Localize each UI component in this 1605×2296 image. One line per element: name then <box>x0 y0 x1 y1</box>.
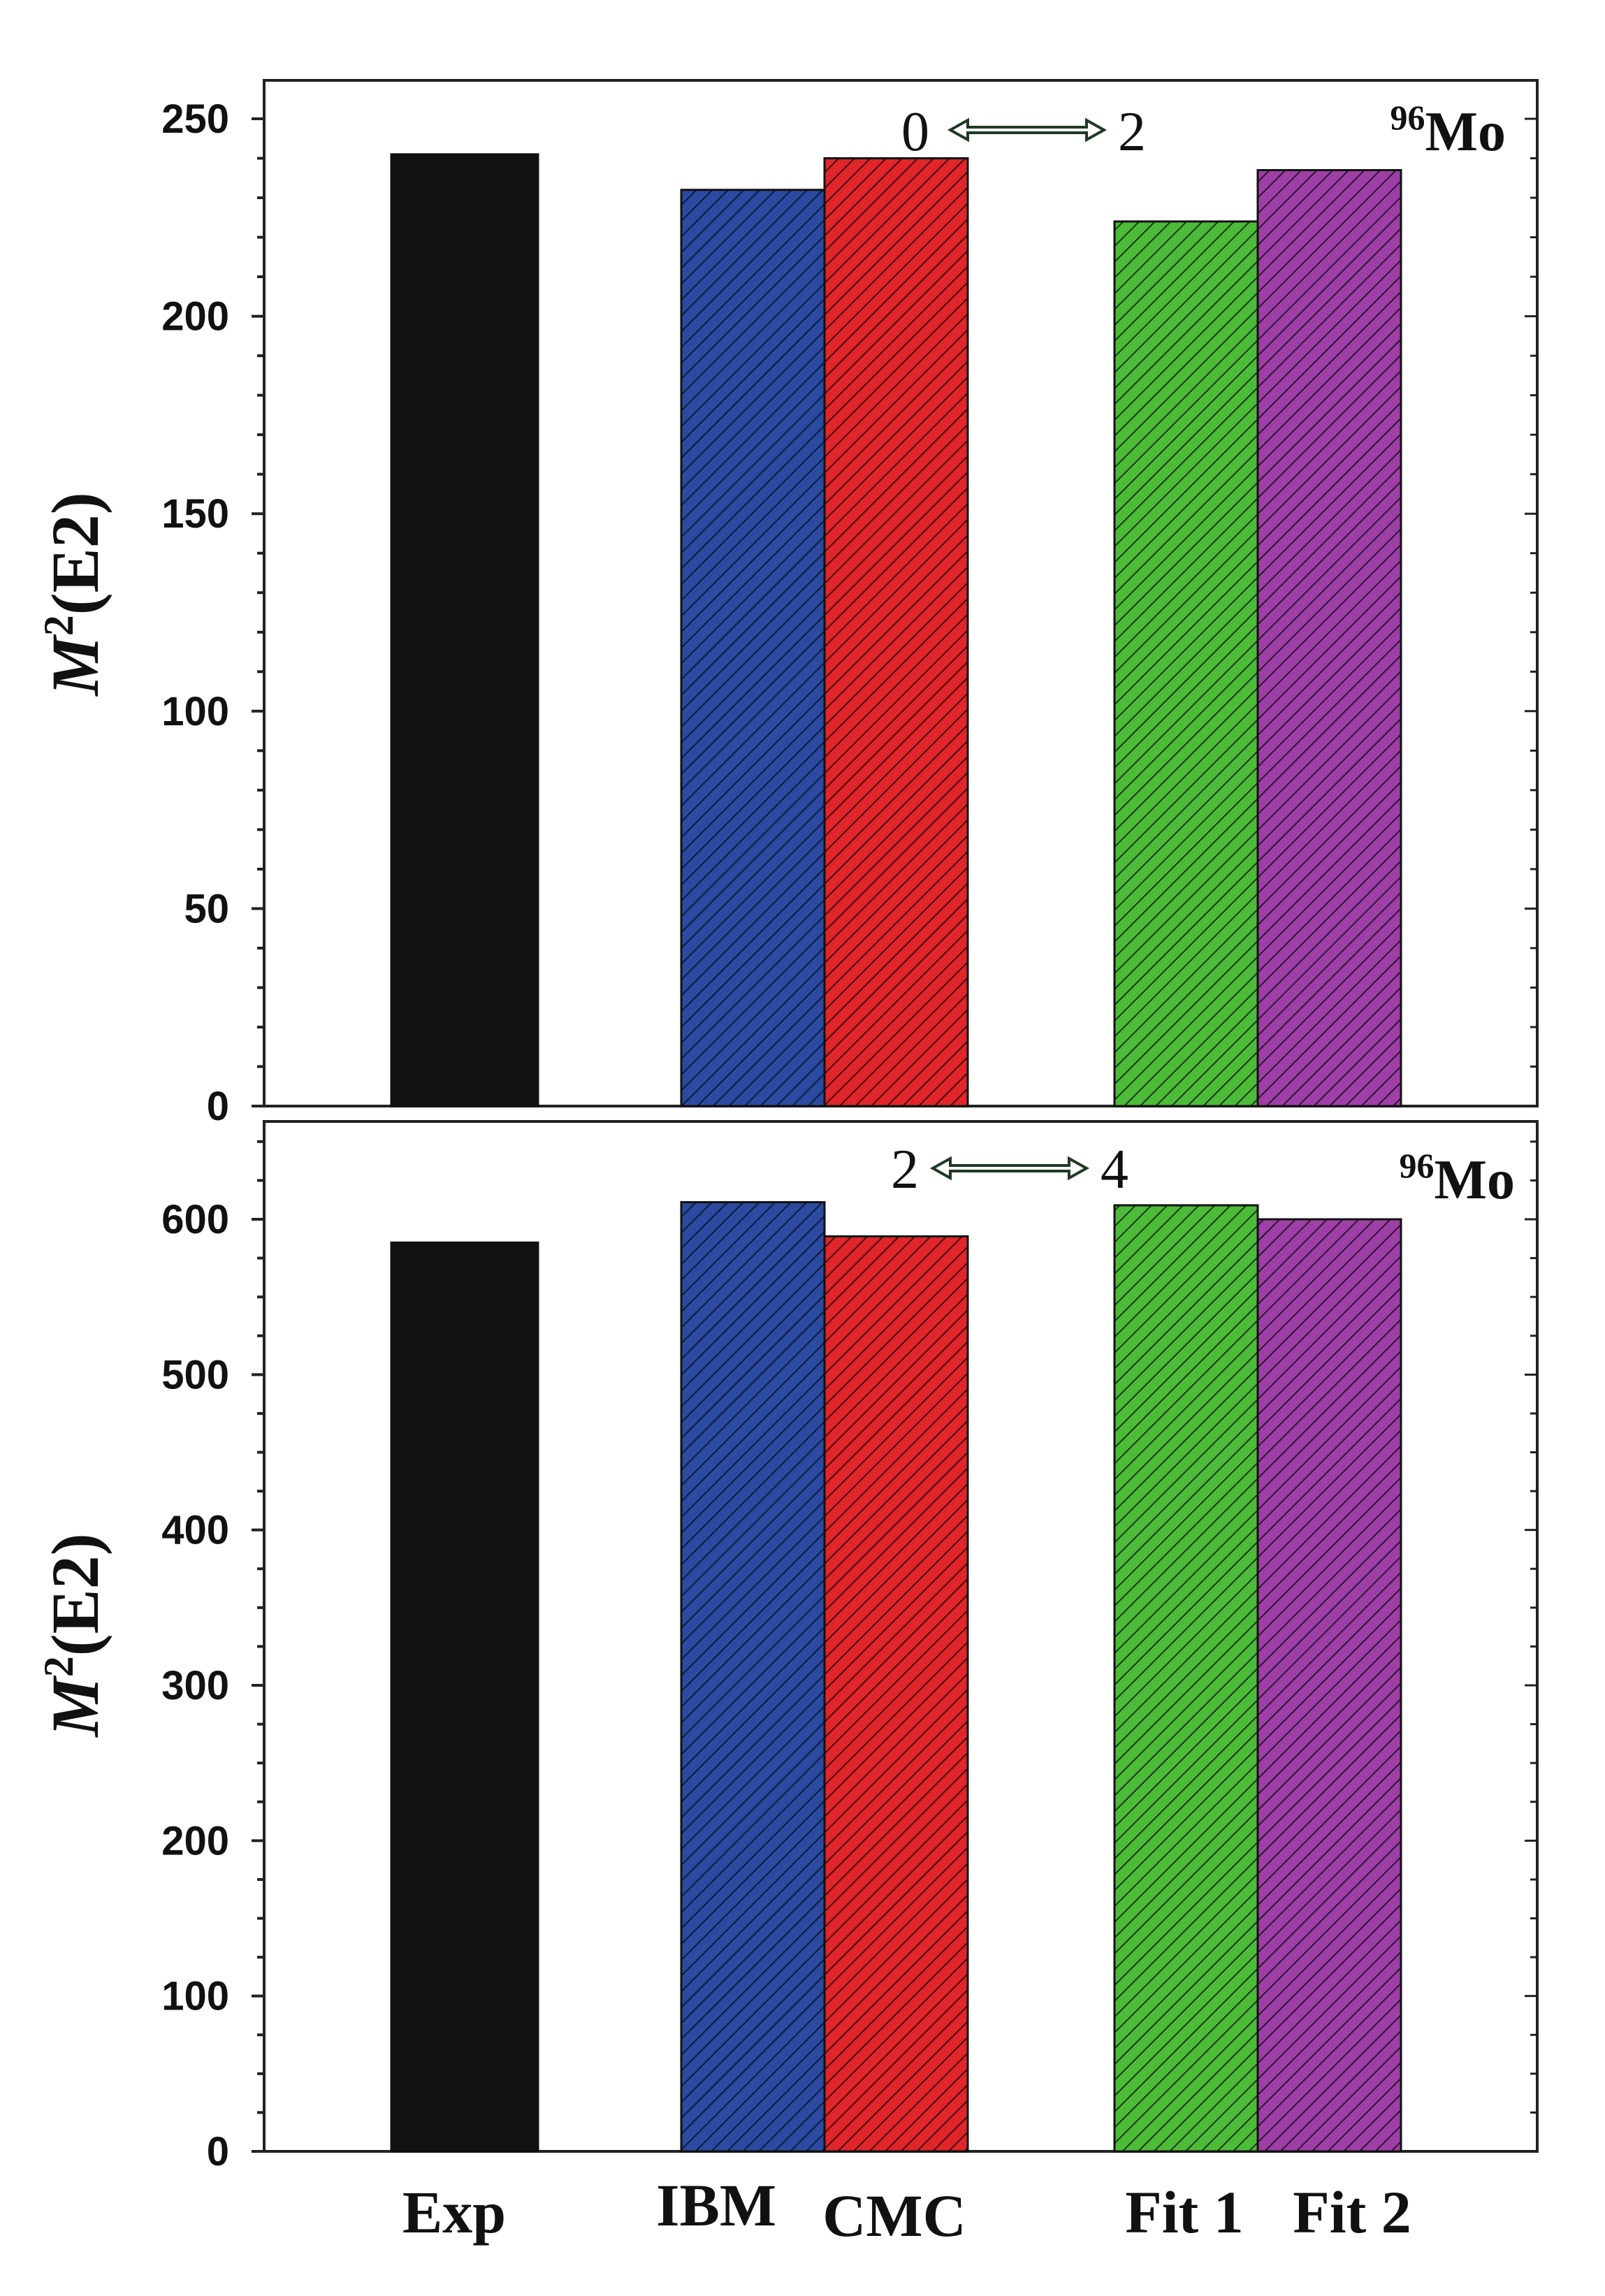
bar-fit1 <box>1113 220 1259 1107</box>
y-tick-label: 500 <box>161 1352 229 1397</box>
bar-cmc <box>823 157 969 1107</box>
y-tick-label: 0 <box>207 1084 229 1129</box>
nucleus-label: 96Mo <box>1399 1146 1515 1211</box>
bar-ibm <box>680 1201 826 2153</box>
transition-to: 2 <box>1118 101 1146 163</box>
y-tick-label: 600 <box>161 1197 229 1242</box>
y-axis-ticks: 0 50 100 150 200 250 <box>161 96 1537 1129</box>
panel-bottom: 0 100 200 300 400 500 600 M2(E2) 2 4 96Mo <box>36 1120 1539 2174</box>
y-tick-label: 400 <box>161 1508 229 1553</box>
bar-ibm <box>680 189 826 1107</box>
bar-fit1 <box>1113 1204 1259 2153</box>
bars <box>390 153 1402 1107</box>
bar-cmc <box>823 1235 969 2153</box>
x-label-fit2: Fit 2 <box>1293 2179 1411 2246</box>
x-axis-labels: Exp IBM CMC Fit 1 Fit 2 <box>402 2172 1411 2249</box>
y-tick-label: 200 <box>161 294 229 340</box>
transition-from: 2 <box>891 1139 919 1200</box>
bar-exp <box>390 1241 539 2153</box>
bars <box>390 1201 1402 2153</box>
y-tick-label: 50 <box>184 886 229 931</box>
panel-top: 0 50 100 150 200 250 M2(E2) 0 2 96Mo <box>36 79 1539 1129</box>
y-tick-label: 150 <box>161 491 229 537</box>
y-tick-label: 250 <box>161 96 229 142</box>
bar-exp <box>390 153 539 1107</box>
double-arrow-icon <box>929 1156 1090 1181</box>
bar-fit2 <box>1256 168 1402 1107</box>
y-tick-label: 100 <box>161 689 229 734</box>
nucleus-label: 96Mo <box>1390 98 1506 163</box>
y-tick-label: 200 <box>161 1818 229 1863</box>
double-arrow-icon <box>947 117 1107 143</box>
x-label-exp: Exp <box>402 2179 506 2246</box>
x-label-ibm: IBM <box>656 2172 776 2239</box>
transition-to: 4 <box>1101 1139 1128 1200</box>
y-tick-label: 300 <box>161 1663 229 1708</box>
y-axis-label: M2(E2) <box>36 1533 112 1738</box>
transition-annotation: 2 4 <box>891 1139 1128 1200</box>
bar-fit2 <box>1256 1218 1402 2153</box>
y-tick-label: 100 <box>161 1974 229 2019</box>
x-label-fit1: Fit 1 <box>1125 2179 1244 2246</box>
transition-from: 0 <box>901 101 929 163</box>
transition-annotation: 0 2 <box>901 101 1146 163</box>
x-label-cmc: CMC <box>822 2182 966 2249</box>
y-axis-ticks: 0 100 200 300 400 500 600 <box>161 1140 1537 2174</box>
y-axis-label: M2(E2) <box>36 492 112 697</box>
y-tick-label: 0 <box>207 2129 229 2174</box>
